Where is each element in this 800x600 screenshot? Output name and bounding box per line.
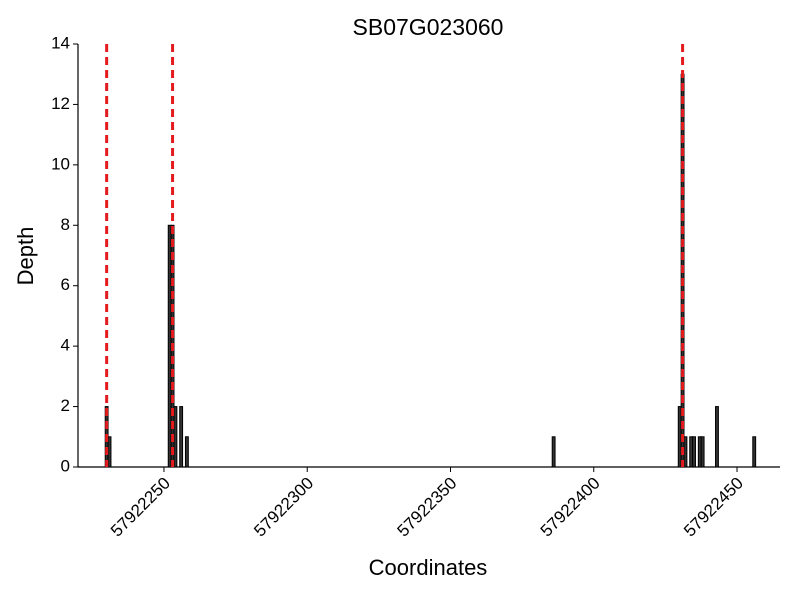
- bar: [700, 436, 705, 468]
- y-axis-label: Depth: [13, 227, 38, 286]
- y-tick-label: 6: [61, 275, 70, 294]
- bar: [173, 406, 178, 468]
- y-tick-label: 2: [61, 396, 70, 415]
- bar: [184, 436, 189, 468]
- bar: [752, 436, 757, 468]
- bar: [551, 436, 556, 468]
- x-tick-label: 57922250: [107, 474, 174, 541]
- x-tick-label: 57922450: [680, 474, 747, 541]
- y-tick-label: 12: [51, 94, 70, 113]
- x-tick-label: 57922400: [537, 474, 604, 541]
- bar: [107, 436, 112, 468]
- y-tick-label: 4: [61, 336, 70, 355]
- x-tick-label: 57922300: [250, 474, 317, 541]
- bar: [692, 436, 696, 468]
- bar: [683, 436, 688, 468]
- y-tick-label: 8: [61, 215, 70, 234]
- y-tick-label: 0: [61, 456, 70, 475]
- bar: [179, 406, 184, 468]
- y-tick-label: 10: [51, 154, 70, 173]
- bar: [715, 406, 719, 468]
- y-tick-label: 14: [51, 33, 70, 52]
- x-tick-label: 57922350: [394, 474, 461, 541]
- chart-title: SB07G023060: [353, 14, 504, 40]
- x-axis-label: Coordinates: [369, 555, 488, 580]
